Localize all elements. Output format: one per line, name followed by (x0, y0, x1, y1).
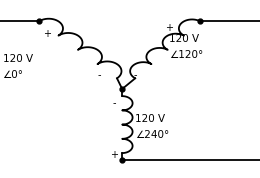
Text: 120 V: 120 V (135, 114, 165, 124)
Text: ∠0°: ∠0° (3, 70, 24, 80)
Text: -: - (133, 70, 137, 80)
Text: -: - (97, 70, 101, 80)
Text: ∠120°: ∠120° (169, 50, 203, 60)
Text: -: - (113, 98, 116, 108)
Text: ∠240°: ∠240° (135, 130, 170, 140)
Text: +: + (43, 29, 51, 39)
Text: 120 V: 120 V (3, 54, 33, 64)
Text: 120 V: 120 V (169, 34, 199, 44)
Text: +: + (165, 23, 173, 33)
Text: +: + (110, 150, 118, 160)
